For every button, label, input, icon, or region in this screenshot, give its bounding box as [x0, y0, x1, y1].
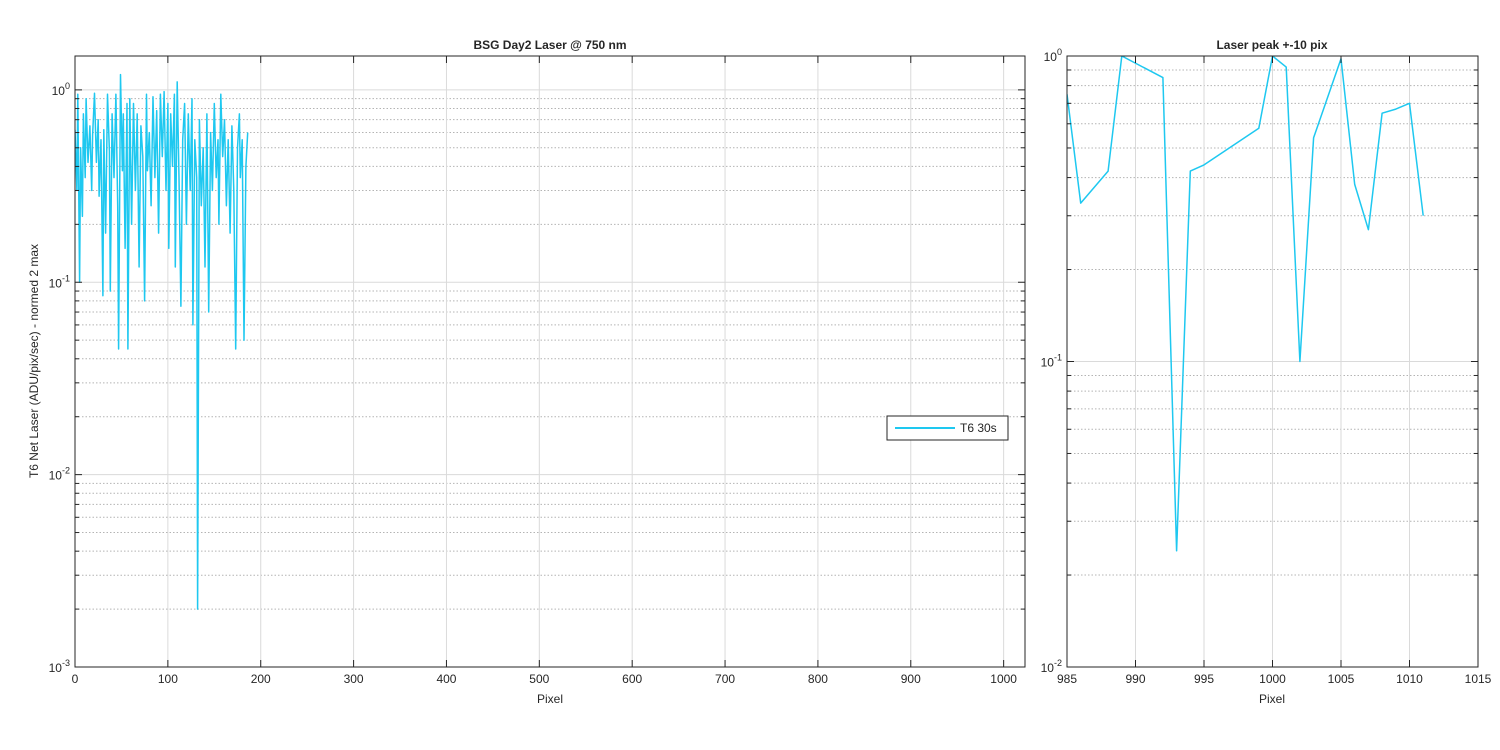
legend-label: T6 30s	[960, 421, 997, 435]
main-plot-x-tick-label: 200	[251, 672, 271, 686]
main-plot-x-tick-label: 0	[72, 672, 79, 686]
main-plot-y-tick-label: 10-1	[49, 273, 70, 290]
main-plot-frame	[74, 55, 1026, 668]
zoom-plot-x-axis-label: Pixel	[1259, 692, 1285, 706]
main-plot-y-tick-label: 10-3	[49, 658, 70, 675]
main-plot-x-tick-label: 400	[436, 672, 456, 686]
legend[interactable]: T6 30s	[886, 415, 1009, 441]
main-plot-series-line	[75, 73, 249, 610]
zoom-plot-series-line	[1067, 56, 1424, 552]
main-plot-y-tick-label: 10-2	[49, 466, 70, 483]
zoom-plot-x-tick-label: 1005	[1328, 672, 1355, 686]
main-plot-y-tick-label: 100	[52, 81, 70, 98]
main-plot-x-tick-label: 700	[715, 672, 735, 686]
zoom-plot-x-tick-label: 1010	[1396, 672, 1423, 686]
main-plot-x-tick-label: 800	[808, 672, 828, 686]
zoom-plot-x-tick-label: 985	[1057, 672, 1077, 686]
zoom-plot-x-tick-label: 990	[1125, 672, 1145, 686]
main-plot-ticks: 0 100 200 300 400 500 600 700 800 900 1000 10-3 10-2…	[49, 56, 1025, 686]
main-plot-x-tick-label: 600	[622, 672, 642, 686]
main-plot-x-tick-label: 900	[901, 672, 921, 686]
main-plot-minor-grid	[75, 98, 1025, 610]
zoom-plot-y-tick-label: 10-1	[1041, 353, 1062, 370]
main-plot-series	[75, 73, 249, 610]
main-plot-x-axis-label: Pixel	[537, 692, 563, 706]
zoom-plot-y-tick-label: 100	[1044, 47, 1062, 64]
zoom-plot-ticks: 985 990 995 1000 1005 1010 1015 10-2 10-1 100	[1041, 47, 1492, 686]
zoom-plot-axes: 985 990 995 1000 1005 1010 1015 10-2 10-1 100 Las…	[1041, 38, 1492, 706]
main-plot-x-tick-label: 1000	[990, 672, 1017, 686]
zoom-plot-title: Laser peak +-10 pix	[1216, 38, 1327, 52]
main-plot-y-axis-label: T6 Net Laser (ADU/pix/sec) - normed 2 ma…	[27, 244, 41, 478]
main-plot-x-tick-label: 100	[158, 672, 178, 686]
main-plot-axes: 0 100 200 300 400 500 600 700 800 900 1000 10-3 10-2…	[27, 38, 1026, 706]
zoom-plot-x-tick-label: 995	[1194, 672, 1214, 686]
zoom-plot-x-tick-label: 1000	[1259, 672, 1286, 686]
main-plot-x-tick-label: 300	[344, 672, 364, 686]
zoom-plot-y-tick-label: 10-2	[1041, 658, 1062, 675]
main-plot-x-tick-label: 500	[529, 672, 549, 686]
main-plot-title: BSG Day2 Laser @ 750 nm	[473, 38, 626, 52]
zoom-plot-series	[1067, 56, 1424, 552]
zoom-plot-x-tick-label: 1015	[1465, 672, 1492, 686]
